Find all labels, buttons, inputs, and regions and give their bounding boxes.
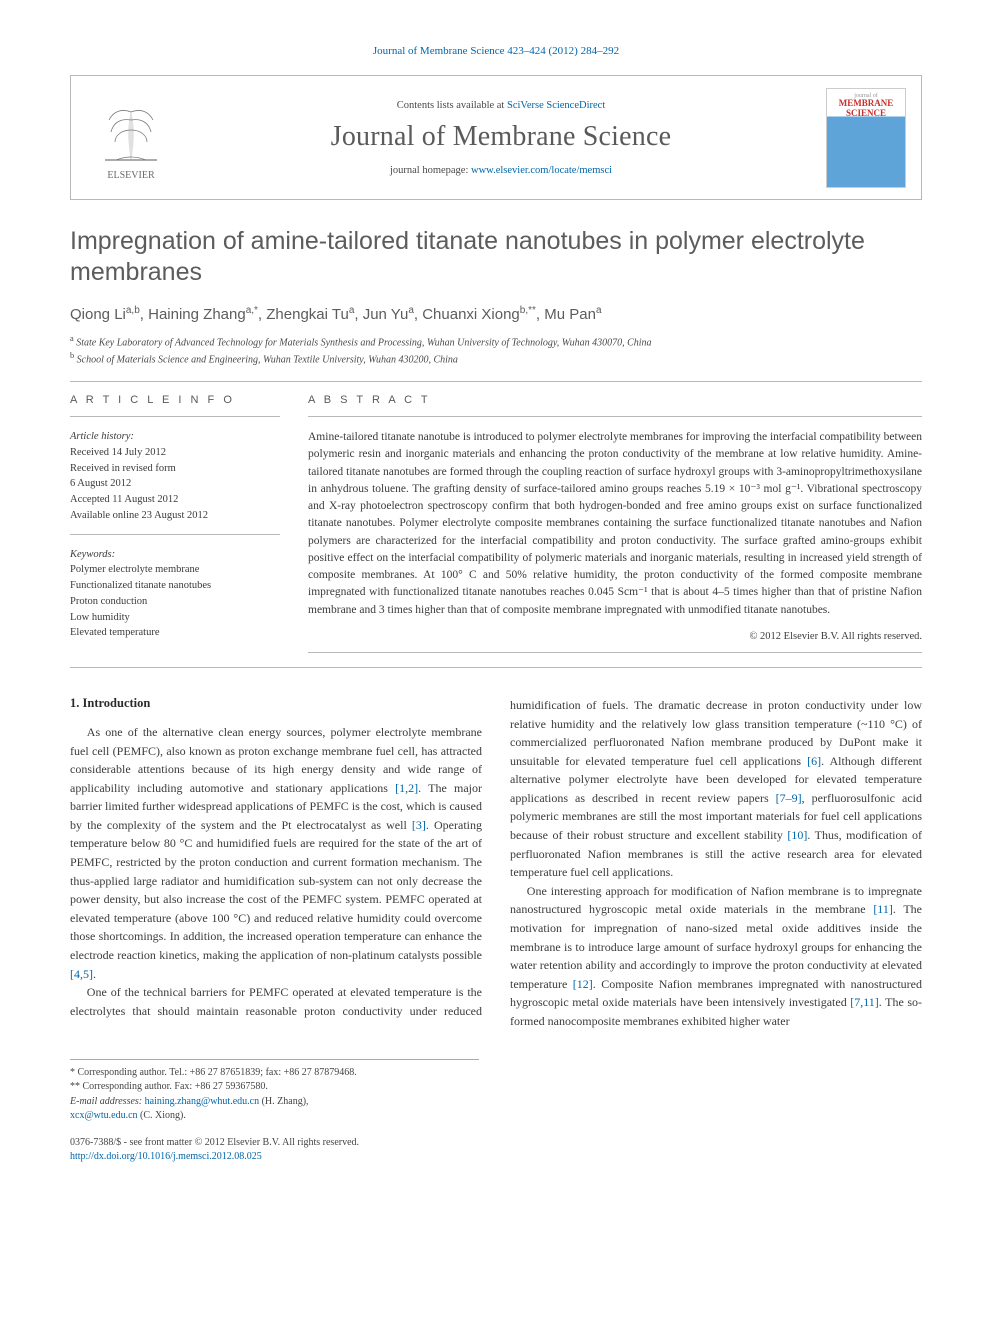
emails-label: E-mail addresses: [70, 1096, 145, 1107]
running-head-link[interactable]: Journal of Membrane Science 423–424 (201… [373, 45, 619, 57]
author-affil-sup: a [596, 305, 602, 316]
divider [308, 652, 922, 653]
citation-link[interactable]: [12] [573, 977, 593, 991]
history-accepted: Accepted 11 August 2012 [70, 494, 178, 505]
journal-cover-thumbnail: journal of MEMBRANE SCIENCE [826, 88, 906, 188]
citation-link[interactable]: [1,2] [395, 781, 418, 795]
abstract-column: A B S T R A C T Amine-tailored titanate … [308, 394, 922, 653]
footnote-emails: E-mail addresses: haining.zhang@whut.edu… [70, 1095, 479, 1124]
doi-prefix: http://dx.doi.org/ [70, 1151, 138, 1162]
journal-masthead: ELSEVIER Contents lists available at Sci… [70, 75, 922, 200]
citation-link[interactable]: [7–9] [776, 791, 802, 805]
divider [70, 416, 280, 417]
affiliations: a State Key Laboratory of Advanced Techn… [70, 333, 922, 368]
publisher-name: ELSEVIER [107, 170, 155, 181]
keywords-head: Keywords: [70, 549, 115, 560]
author-affil-sup: a,b [126, 305, 140, 316]
issn-line: 0376-7388/$ - see front matter © 2012 El… [70, 1136, 922, 1150]
homepage-prefix: journal homepage: [390, 165, 471, 176]
citation-link[interactable]: [11] [873, 902, 893, 916]
footnote-corresponding-1: * Corresponding author. Tel.: +86 27 876… [70, 1066, 479, 1081]
publisher-logo-cell: ELSEVIER [71, 76, 191, 199]
journal-name: Journal of Membrane Science [331, 121, 672, 153]
history-revised-2: 6 August 2012 [70, 478, 131, 489]
email-link[interactable]: haining.zhang@whut.edu.cn [145, 1096, 259, 1107]
body-paragraph: One interesting approach for modificatio… [510, 882, 922, 1031]
author-affil-sup: b,** [520, 305, 536, 316]
contents-prefix: Contents lists available at [397, 100, 507, 111]
abstract-text: Amine-tailored titanate nanotube is intr… [308, 429, 922, 619]
article-title: Impregnation of amine-tailored titanate … [70, 226, 922, 289]
divider [70, 534, 280, 535]
divider [308, 416, 922, 417]
abstract-label: A B S T R A C T [308, 394, 922, 406]
email-link[interactable]: xcx@wtu.edu.cn [70, 1110, 138, 1121]
running-head: Journal of Membrane Science 423–424 (201… [70, 45, 922, 57]
abstract-copyright: © 2012 Elsevier B.V. All rights reserved… [308, 631, 922, 642]
keywords-block: Keywords: Polymer electrolyte membrane F… [70, 547, 280, 642]
email-who: (H. Zhang), [259, 1096, 308, 1107]
keyword: Proton conduction [70, 596, 147, 607]
keyword: Elevated temperature [70, 627, 160, 638]
history-online: Available online 23 August 2012 [70, 510, 208, 521]
keyword: Functionalized titanate nanotubes [70, 580, 211, 591]
doi-value: 10.1016/j.memsci.2012.08.025 [138, 1151, 262, 1162]
history-received: Received 14 July 2012 [70, 447, 166, 458]
email-who: (C. Xiong). [138, 1110, 186, 1121]
sciencedirect-link[interactable]: SciVerse ScienceDirect [507, 100, 605, 111]
keyword: Polymer electrolyte membrane [70, 564, 199, 575]
article-info-column: A R T I C L E I N F O Article history: R… [70, 394, 280, 653]
cover-line-3: SCIENCE [827, 109, 905, 119]
divider [70, 381, 922, 382]
divider [70, 667, 922, 668]
author-affil-sup: a [349, 305, 355, 316]
history-revised-1: Received in revised form [70, 463, 176, 474]
keyword: Low humidity [70, 612, 130, 623]
doi-link[interactable]: http://dx.doi.org/10.1016/j.memsci.2012.… [70, 1151, 262, 1162]
citation-link[interactable]: [7,11] [850, 995, 879, 1009]
citation-link[interactable]: [6] [807, 754, 821, 768]
authors-line: Qiong Lia,b, Haining Zhanga,*, Zhengkai … [70, 305, 922, 323]
elsevier-tree-logo: ELSEVIER [91, 90, 171, 185]
footer-issn-doi: 0376-7388/$ - see front matter © 2012 El… [70, 1136, 922, 1164]
citation-link[interactable]: [10] [787, 828, 807, 842]
citation-link[interactable]: [4,5] [70, 967, 93, 981]
body-paragraph: As one of the alternative clean energy s… [70, 723, 482, 983]
affiliation-b: School of Materials Science and Engineer… [77, 354, 458, 365]
journal-cover-cell: journal of MEMBRANE SCIENCE [811, 76, 921, 199]
journal-homepage-link[interactable]: www.elsevier.com/locate/memsci [471, 165, 612, 176]
article-info-label: A R T I C L E I N F O [70, 394, 280, 406]
affiliation-a: State Key Laboratory of Advanced Technol… [76, 337, 651, 348]
section-heading-introduction: 1. Introduction [70, 696, 482, 711]
masthead-center: Contents lists available at SciVerse Sci… [191, 76, 811, 199]
journal-homepage-line: journal homepage: www.elsevier.com/locat… [390, 165, 612, 176]
history-head: Article history: [70, 431, 134, 442]
article-body: 1. Introduction As one of the alternativ… [70, 696, 922, 1031]
author-affil-sup: a [408, 305, 414, 316]
footnote-corresponding-2: ** Corresponding author. Fax: +86 27 593… [70, 1080, 479, 1095]
citation-link[interactable]: [3] [412, 818, 426, 832]
contents-available-line: Contents lists available at SciVerse Sci… [397, 100, 605, 111]
article-history: Article history: Received 14 July 2012 R… [70, 429, 280, 524]
author-affil-sup: a,* [246, 305, 258, 316]
corresponding-author-footnotes: * Corresponding author. Tel.: +86 27 876… [70, 1059, 479, 1124]
